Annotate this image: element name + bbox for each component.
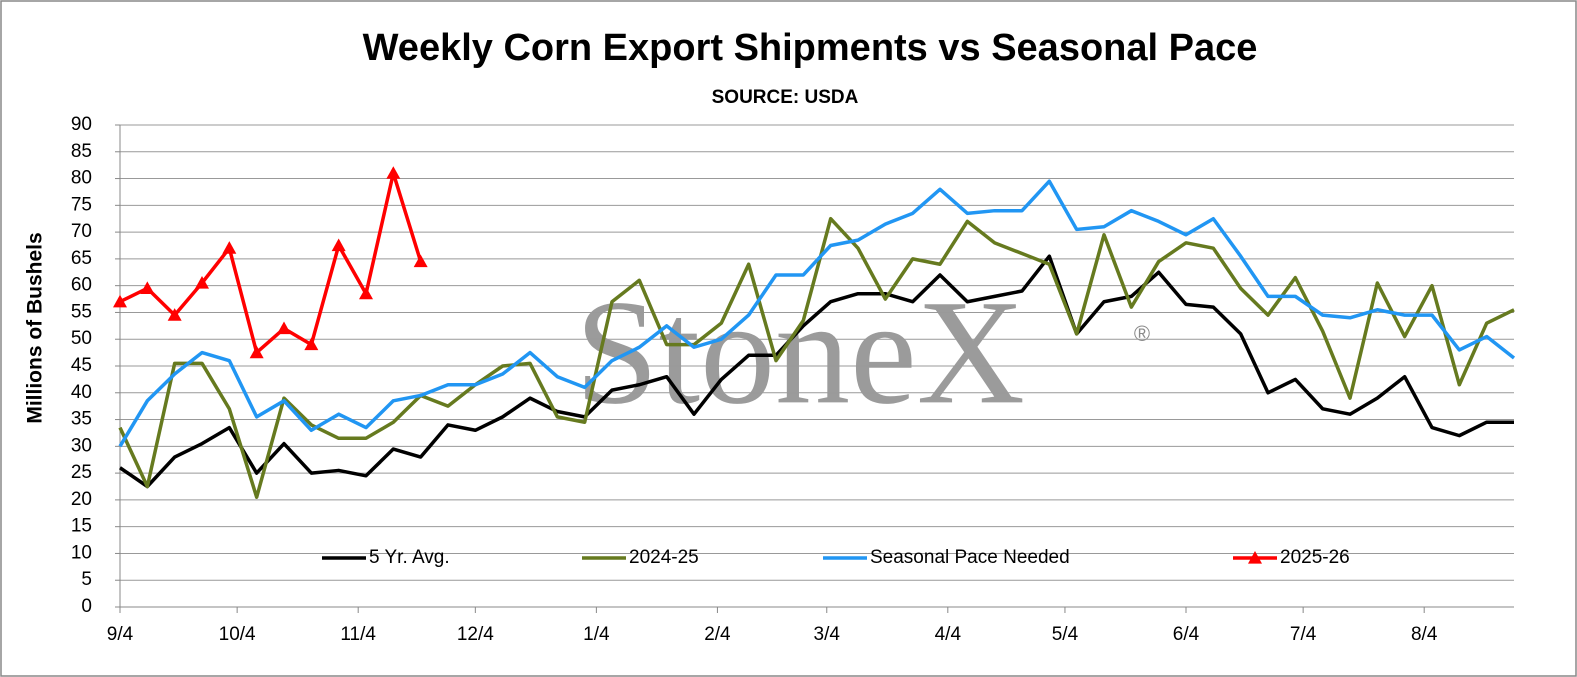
- x-tick-label: 12/4: [457, 624, 494, 645]
- y-tick-label: 10: [71, 542, 92, 563]
- series-line: [119, 171, 423, 355]
- x-tick-label: 8/4: [1411, 624, 1438, 645]
- point-marker: [277, 321, 291, 335]
- x-tick-label: 11/4: [340, 624, 376, 645]
- watermark-registered: ®: [1134, 321, 1150, 346]
- x-tick-label: 2/4: [704, 624, 731, 645]
- point-marker: [386, 166, 401, 179]
- point-marker: [413, 254, 428, 268]
- x-tick-label: 6/4: [1173, 624, 1200, 645]
- x-tick-label: 7/4: [1290, 624, 1317, 645]
- x-tick-label: 1/4: [583, 624, 610, 645]
- y-tick-label: 35: [71, 409, 92, 430]
- y-tick-label: 0: [81, 596, 92, 617]
- chart-title: Weekly Corn Export Shipments vs Seasonal…: [363, 27, 1258, 69]
- series-line: [119, 254, 1514, 489]
- point-marker: [113, 294, 127, 308]
- y-tick-label: 50: [71, 328, 92, 349]
- point-marker: [140, 281, 155, 294]
- x-tick-label: 10/4: [219, 624, 256, 645]
- y-tick-label: 45: [71, 355, 92, 376]
- y-tick-label: 80: [71, 168, 92, 189]
- y-tick-label: 60: [71, 275, 92, 296]
- point-marker: [249, 345, 264, 359]
- x-tick-label: 4/4: [935, 624, 962, 645]
- legend-marker: [1248, 551, 1262, 564]
- x-tick-label: 5/4: [1052, 624, 1079, 645]
- y-tick-label: 85: [71, 141, 92, 162]
- watermark: StoneX: [575, 269, 1025, 435]
- point-marker: [331, 238, 346, 252]
- y-tick-label: 70: [71, 221, 92, 242]
- x-tick-label: 3/4: [814, 624, 841, 645]
- y-tick-label: 15: [71, 516, 92, 537]
- y-tick-label: 5: [81, 569, 92, 590]
- y-tick-label: 75: [71, 194, 92, 215]
- point-marker: [304, 337, 319, 351]
- chart-subtitle: SOURCE: USDA: [712, 87, 859, 108]
- y-tick-label: 30: [71, 435, 92, 456]
- y-tick-label: 40: [71, 382, 92, 403]
- y-tick-label: 20: [71, 489, 92, 510]
- legend-label: 2024-25: [629, 547, 699, 568]
- point-marker: [359, 286, 373, 300]
- y-tick-label: 25: [71, 462, 92, 483]
- y-tick-label: 65: [71, 248, 92, 269]
- legend-label: 2025-26: [1280, 547, 1350, 568]
- legend-label: 5 Yr. Avg.: [369, 547, 450, 568]
- legend-label: Seasonal Pace Needed: [870, 547, 1070, 568]
- point-marker: [195, 275, 209, 289]
- series-line: [118, 179, 1516, 448]
- point-marker: [167, 308, 182, 321]
- x-tick-label: 9/4: [107, 624, 134, 645]
- y-tick-label: 55: [71, 301, 92, 322]
- y-tick-label: 90: [71, 114, 92, 135]
- point-marker: [222, 241, 237, 254]
- y-axis-label: Millions of Bushels: [24, 232, 47, 423]
